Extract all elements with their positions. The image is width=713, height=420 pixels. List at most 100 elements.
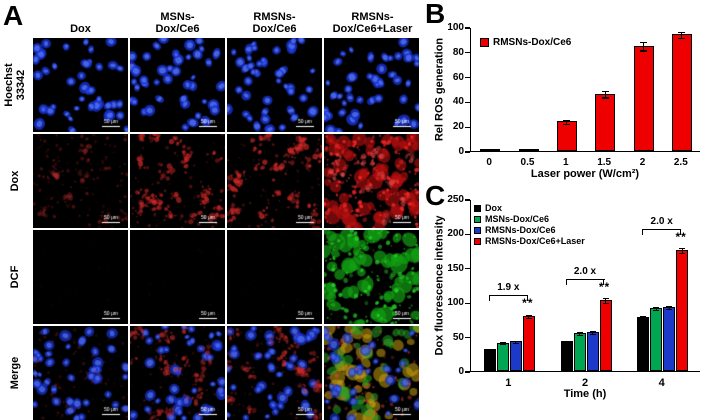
error-bar-cap	[499, 342, 506, 344]
x-axis-tick-label: 2.5	[673, 157, 688, 168]
ros-bar	[633, 45, 654, 151]
ros-bar	[671, 34, 692, 151]
error-bar-vertical	[604, 298, 607, 304]
error-bar-cap	[666, 309, 673, 311]
micro-image-merge-col2	[130, 326, 225, 420]
y-axis-tick-label: 200	[447, 228, 464, 240]
legend-label: Dox	[485, 203, 503, 213]
error-bar-vertical	[528, 314, 530, 320]
significance-bracket-tick	[488, 294, 491, 301]
y-axis-tick	[465, 27, 470, 29]
error-bar-cap	[486, 350, 493, 352]
legend-swatch	[474, 216, 481, 223]
legend-item: RMSNs-Dox/Ce6+Laser	[474, 236, 585, 247]
error-bar-cap	[525, 318, 532, 320]
y-axis-tick-label: 20	[452, 121, 464, 133]
error-bar-cap	[525, 148, 532, 150]
error-bar-vertical	[681, 248, 683, 254]
micro-image-dcf-col3	[227, 230, 322, 324]
legend-item: Dox	[474, 203, 585, 214]
y-axis-tick	[465, 337, 470, 339]
row-label-merge: Merge	[9, 356, 22, 390]
panel-c-label: C	[425, 180, 446, 211]
micro-image-merge-col4	[324, 326, 419, 420]
error-bar-cap	[678, 37, 686, 40]
y-axis-tick	[465, 151, 470, 153]
legend-item: MSNs-Dox/Ce6	[474, 214, 585, 225]
dox-intensity-bar	[637, 317, 650, 371]
micro-image-dcf-col1	[33, 230, 128, 324]
fold-change-label: 2.0 x	[573, 266, 597, 278]
micro-image-hoechst-col3	[227, 38, 322, 132]
error-bar-cap	[666, 305, 673, 307]
error-bar-vertical	[655, 306, 657, 311]
dox-intensity-bar	[586, 331, 599, 371]
error-bar-cap	[563, 341, 570, 343]
y-axis-tick	[465, 126, 470, 128]
row-label-dox: Dox	[9, 170, 22, 192]
column-header-msns-dox-ce6: MSNs- Dox/Ce6	[155, 10, 200, 35]
micro-image-dox-col2	[130, 134, 225, 228]
error-bar-cap	[576, 335, 583, 337]
error-bar-cap	[678, 31, 686, 33]
error-bar-vertical	[502, 342, 504, 346]
significance-bracket-line	[488, 294, 528, 297]
y-axis-tick	[465, 371, 470, 373]
micro-image-hoechst-col4	[324, 38, 419, 132]
significance-bracket-tick	[526, 294, 528, 301]
error-bar-vertical	[515, 341, 517, 344]
error-bar-vertical	[565, 341, 568, 344]
x-axis-tick-label: 2	[639, 157, 646, 168]
panel-c-x-axis-title: Time (h)	[563, 388, 607, 400]
micro-image-dox-col3	[227, 134, 322, 228]
significance-bracket-line	[642, 228, 682, 231]
y-axis-tick-label: 150	[447, 262, 464, 274]
y-axis-tick-label: 0	[458, 146, 464, 157]
error-bar-cap	[525, 314, 532, 316]
y-axis-tick-label: 100	[447, 297, 464, 309]
y-axis-tick	[465, 101, 470, 103]
panel-b-ros-chart: B Rel ROS generation RMSNs-Dox/Ce6 Laser…	[424, 0, 713, 182]
significance-bracket-tick	[565, 279, 567, 286]
error-bar-cap	[653, 306, 660, 308]
micro-image-dox-col1	[33, 134, 128, 228]
y-axis-tick-label: 0	[458, 366, 464, 377]
error-bar-cap	[563, 123, 571, 125]
ros-bar	[556, 121, 577, 151]
micro-image-hoechst-col2	[130, 38, 225, 132]
micro-image-dcf-col4	[324, 230, 419, 324]
x-axis-tick-label: 0.5	[520, 157, 535, 168]
legend-item: RMSNs-Dox/Ce6	[480, 36, 571, 49]
panel-b-legend: RMSNs-Dox/Ce6	[480, 36, 571, 49]
legend-swatch	[474, 238, 481, 245]
panel-b-y-axis-title: Rel ROS generation	[433, 37, 446, 142]
column-header-dox: Dox	[70, 22, 91, 35]
significance-bracket-tick	[603, 279, 605, 286]
x-axis-tick-label: 1	[563, 157, 569, 168]
x-axis-tick-label: 2	[581, 377, 589, 389]
error-bar-cap	[576, 332, 583, 334]
dox-intensity-bar	[599, 300, 612, 371]
panel-c-plot-area	[470, 200, 700, 372]
dox-intensity-bar	[650, 307, 663, 371]
error-bar-cap	[512, 342, 519, 344]
legend-label: MSNs-Dox/Ce6	[485, 214, 550, 224]
panel-c-y-axis-title: Dox fluorescence intensity	[433, 215, 446, 356]
panel-c-legend: Dox MSNs-Dox/Ce6 RMSNs-Dox/Ce6 RMSNs-Dox/Ce…	[474, 203, 585, 247]
x-axis-tick-label: 1	[505, 377, 512, 389]
error-bar-cap	[640, 50, 647, 52]
micro-image-merge-col3	[227, 326, 322, 420]
significance-stars: **	[522, 295, 534, 310]
panel-b-plot-area	[470, 28, 700, 152]
micro-image-hoechst-col1	[33, 38, 128, 132]
error-bar-vertical	[489, 348, 491, 352]
error-bar-cap	[602, 298, 609, 300]
error-bar-vertical	[604, 91, 606, 99]
significance-bracket-tick	[679, 228, 682, 235]
error-bar-cap	[601, 91, 609, 93]
row-label-dcf: DCF	[9, 265, 22, 289]
error-bar-vertical	[578, 332, 581, 337]
panel-b-x-axis-title: Laser power (W/cm²)	[530, 168, 640, 180]
column-header-rmsns-dox-ce6-laser: RMSNs- Dox/Ce6+Laser	[332, 10, 413, 35]
error-bar-cap	[563, 342, 570, 344]
